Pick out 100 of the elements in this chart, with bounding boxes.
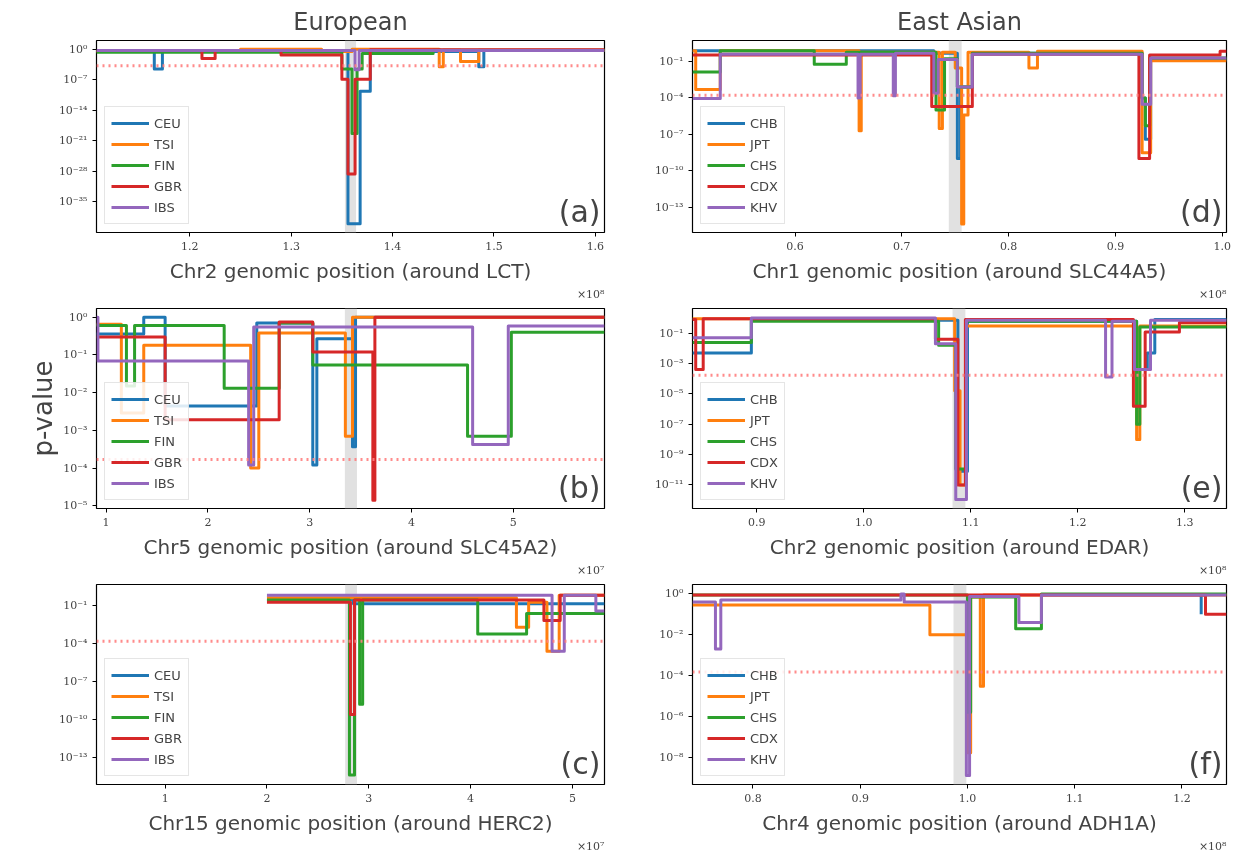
x-tick-label: 1 [102,515,110,529]
legend-label: GBR [154,177,183,195]
text: ×10⁸ [576,287,606,301]
x-axis-title: Chr2 genomic position (around EDAR) [769,534,1150,559]
x-axis-title: Chr5 genomic position (around SLC45A2) [143,534,558,559]
x-tick-label: 1.3 [282,239,300,253]
legend-label: FIN [154,156,176,174]
legend-label: KHV [750,750,778,768]
chart-title: East Asian [897,7,1022,36]
y-tick-label: 10⁻⁴ [659,91,685,105]
y-tick-label: 10⁻⁸ [659,750,685,764]
y-tick-label: 10⁻¹⁴ [58,103,89,117]
annotation: (c) [560,745,601,781]
legend-label: CHB [750,390,778,408]
y-tick-label: 10⁻¹³ [58,750,88,764]
x-tick-label: 1.0 [958,791,977,805]
y-tick-label: 10⁻⁵ [659,387,684,401]
y-tick-label: 10⁻⁴ [63,637,89,651]
annotation: (e) [1180,469,1223,505]
y-tick-label: 10⁻³ [63,423,88,437]
text: ×10⁸ [1198,839,1228,853]
y-tick-label: 10⁻⁷ [63,73,89,87]
x-tick-label: 2 [263,791,271,805]
legend-label: CHB [750,114,778,132]
chart-title: European [293,7,408,36]
y-tick-label: 10⁻⁶ [659,710,685,724]
y-tick-label: 10⁻¹ [659,55,684,69]
legend-label: JPT [750,135,770,153]
legend-label: CHB [750,666,778,684]
y-axis-title: p-value [28,360,59,457]
y-tick-label: 10⁰ [665,587,685,601]
legend-label: CDX [750,453,778,471]
x-tick-label: 1.2 [1173,791,1191,805]
x-tick-label: 3 [306,515,314,529]
x-tick-label: 4 [408,515,416,529]
y-tick-label: 10⁻⁹ [659,448,685,462]
x-tick-label: 1.1 [1065,791,1084,805]
legend-label: IBS [154,474,175,492]
legend-label: CHS [750,156,778,174]
y-tick-label: 10⁻² [63,386,88,400]
legend-label: CDX [750,729,778,747]
x-tick-label: 1.5 [485,239,503,253]
x-tick-label: 0.6 [786,239,804,253]
y-tick-label: 10⁻¹⁰ [654,164,685,178]
y-tick-label: 10⁻¹ [659,326,684,340]
y-tick-label: 10⁰ [69,42,89,56]
annotation: (f) [1188,745,1223,781]
legend-label: CHS [750,708,778,726]
y-tick-label: 10⁻³⁵ [58,195,88,209]
y-tick-label: 10⁻¹ [63,599,88,613]
legend-label: CEU [154,390,181,408]
legend-label: IBS [154,198,175,216]
y-tick-label: 10⁻⁴ [659,669,685,683]
y-tick-label: 10⁻⁷ [659,127,685,141]
x-tick-label: 1.2 [1069,515,1087,529]
annotation: (d) [1180,193,1223,229]
y-tick-label: 10⁰ [69,310,89,324]
annotation: (b) [558,469,601,505]
annotation: (a) [558,193,601,229]
x-axis-title: Chr1 genomic position (around SLC44A5) [752,258,1167,283]
x-tick-label: 1.2 [181,239,199,253]
legend-label: GBR [154,453,183,471]
x-tick-label: 1.0 [1213,239,1231,253]
legend-label: CDX [750,177,778,195]
x-tick-label: 0.9 [747,515,766,529]
legend-label: CEU [154,114,181,132]
x-tick-label: 1.6 [586,239,605,253]
y-tick-label: 10⁻¹¹ [654,478,684,492]
x-tick-label: 2 [204,515,212,529]
y-tick-label: 10⁻²¹ [58,134,88,148]
text: ×10⁷ [576,839,606,853]
x-tick-label: 3 [365,791,373,805]
x-tick-label: 1.1 [961,515,980,529]
legend-label: KHV [750,198,778,216]
legend-label: TSI [154,135,175,153]
x-tick-label: 0.7 [893,239,911,253]
legend-label: KHV [750,474,778,492]
legend-label: TSI [154,411,175,429]
legend-label: CHS [750,432,778,450]
legend-label: TSI [154,687,175,705]
y-tick-label: 10⁻² [659,628,684,642]
x-tick-label: 1 [161,791,169,805]
text: ×10⁷ [576,563,606,577]
x-tick-label: 1.4 [383,239,402,253]
y-tick-label: 10⁻²⁸ [58,164,89,178]
legend-label: FIN [154,432,176,450]
legend-label: GBR [154,729,183,747]
x-tick-label: 4 [467,791,475,805]
y-tick-label: 10⁻¹⁰ [58,712,89,726]
x-tick-label: 0.9 [851,791,869,805]
legend-label: FIN [154,708,176,726]
y-tick-label: 10⁻³ [659,357,684,370]
x-tick-label: 0.9 [1106,239,1125,253]
x-tick-label: 0.8 [744,791,762,805]
x-tick-label: 1.0 [854,515,873,529]
y-tick-label: 10⁻⁵ [63,499,88,513]
text: ×10⁸ [1198,287,1228,301]
y-tick-label: 10⁻⁴ [63,461,89,475]
legend-label: JPT [750,687,770,705]
x-axis-title: Chr2 genomic position (around LCT) [169,258,532,283]
